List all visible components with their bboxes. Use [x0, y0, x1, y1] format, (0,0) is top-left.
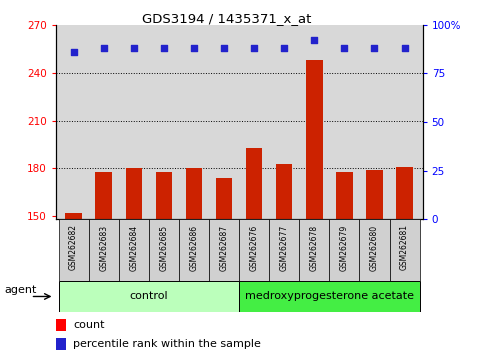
Text: GSM262681: GSM262681: [400, 224, 409, 270]
Point: [311, 38, 318, 43]
Point: [100, 45, 108, 51]
Bar: [336, 172, 353, 219]
Text: count: count: [73, 320, 105, 330]
Text: GDS3194 / 1435371_x_at: GDS3194 / 1435371_x_at: [142, 12, 312, 25]
Bar: [65, 213, 82, 219]
Point: [370, 45, 378, 51]
Bar: [96, 172, 112, 219]
Point: [220, 45, 228, 51]
Bar: [56, 338, 66, 350]
Point: [190, 45, 198, 51]
Bar: [299, 219, 329, 281]
Point: [250, 45, 258, 51]
Bar: [329, 219, 359, 281]
Point: [160, 45, 168, 51]
Text: GSM262677: GSM262677: [280, 224, 289, 271]
Text: GSM262686: GSM262686: [189, 224, 199, 270]
Bar: [89, 219, 119, 281]
Text: GSM262676: GSM262676: [250, 224, 258, 271]
Bar: [126, 169, 142, 219]
Bar: [269, 219, 299, 281]
Point: [70, 49, 77, 55]
Text: GSM262684: GSM262684: [129, 224, 138, 270]
Text: GSM262683: GSM262683: [99, 224, 108, 270]
Text: medroxyprogesterone acetate: medroxyprogesterone acetate: [245, 291, 414, 302]
Bar: [56, 319, 66, 331]
Bar: [359, 219, 389, 281]
Bar: [366, 170, 383, 219]
Text: GSM262680: GSM262680: [370, 224, 379, 270]
Bar: [246, 148, 262, 219]
Text: percentile rank within the sample: percentile rank within the sample: [73, 339, 261, 349]
Point: [401, 45, 409, 51]
Text: GSM262678: GSM262678: [310, 224, 319, 270]
Bar: [58, 219, 89, 281]
Text: agent: agent: [4, 285, 37, 295]
Bar: [216, 178, 232, 219]
Bar: [239, 219, 269, 281]
Bar: [389, 219, 420, 281]
Text: GSM262682: GSM262682: [69, 224, 78, 270]
Bar: [239, 281, 420, 312]
Bar: [179, 219, 209, 281]
Bar: [209, 219, 239, 281]
Bar: [396, 167, 413, 219]
Text: GSM262679: GSM262679: [340, 224, 349, 271]
Text: GSM262685: GSM262685: [159, 224, 169, 270]
Bar: [58, 281, 239, 312]
Point: [341, 45, 348, 51]
Point: [280, 45, 288, 51]
Point: [130, 45, 138, 51]
Bar: [276, 164, 293, 219]
Text: control: control: [129, 291, 168, 302]
Bar: [119, 219, 149, 281]
Bar: [306, 60, 323, 219]
Text: GSM262687: GSM262687: [220, 224, 228, 270]
Bar: [156, 172, 172, 219]
Bar: [185, 169, 202, 219]
Bar: [149, 219, 179, 281]
